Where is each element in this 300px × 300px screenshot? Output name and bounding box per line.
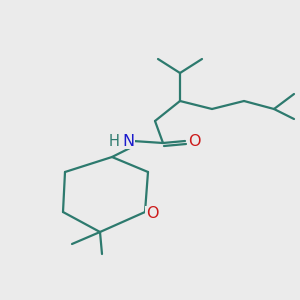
Text: H: H <box>109 134 119 148</box>
Text: N: N <box>122 134 134 148</box>
Text: O: O <box>188 134 200 149</box>
Text: O: O <box>146 206 158 221</box>
